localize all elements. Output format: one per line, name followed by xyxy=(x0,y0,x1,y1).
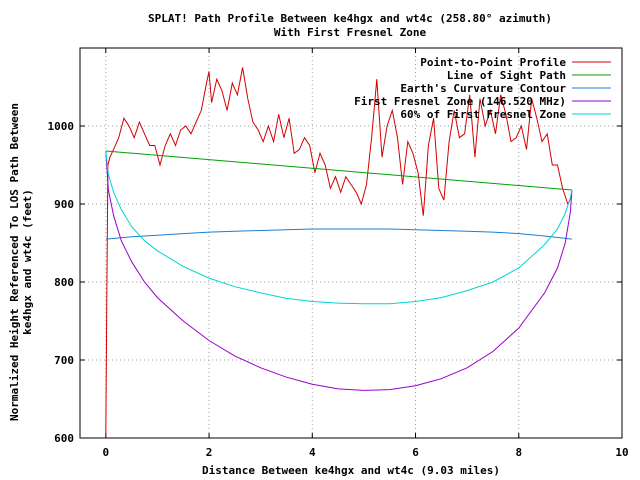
y-tick-label: 800 xyxy=(54,276,74,289)
x-tick-label: 6 xyxy=(412,446,419,459)
y-tick-label: 700 xyxy=(54,354,74,367)
axis-ticks: 0 2 4 6 8 10 600 700 800 900 1000 xyxy=(48,48,629,459)
series-layer xyxy=(105,67,573,439)
x-tick-label: 2 xyxy=(206,446,213,459)
legend-label-earth-curvature: Earth's Curvature Contour xyxy=(400,82,566,95)
x-axis-label: Distance Between ke4hgx and wt4c (9.03 m… xyxy=(202,464,500,477)
legend-label-line-of-sight: Line of Sight Path xyxy=(447,69,566,82)
chart-title: SPLAT! Path Profile Between ke4hgx and w… xyxy=(148,12,552,25)
series-fresnel-zone-line xyxy=(105,150,573,391)
series-fresnel-zone-60-line xyxy=(105,150,573,305)
series-line-of-sight-line xyxy=(105,150,572,191)
y-tick-label: 600 xyxy=(54,432,74,445)
y-axis-label-line-2: ke4hgx and wt4c (feet) xyxy=(21,189,34,335)
y-tick-label: 1000 xyxy=(48,120,75,133)
x-tick-label: 8 xyxy=(515,446,522,459)
series-earth-curvature-line xyxy=(105,228,572,240)
plot-frame xyxy=(79,47,623,439)
y-axis-label-line-1: Normalized Height Referenced To LOS Path… xyxy=(8,103,21,421)
legend-label-profile: Point-to-Point Profile xyxy=(420,56,566,69)
chart-subtitle: With First Fresnel Zone xyxy=(274,26,427,39)
x-tick-label: 4 xyxy=(309,446,316,459)
x-tick-label: 0 xyxy=(102,446,109,459)
y-tick-label: 900 xyxy=(54,198,74,211)
legend-label-fresnel-zone: First Fresnel Zone (146.520 MHz) xyxy=(354,95,566,108)
series-profile-line xyxy=(105,67,573,439)
x-tick-label: 10 xyxy=(615,446,628,459)
legend-label-fresnel-zone-60: 60% of First Fresnel Zone xyxy=(400,108,566,121)
